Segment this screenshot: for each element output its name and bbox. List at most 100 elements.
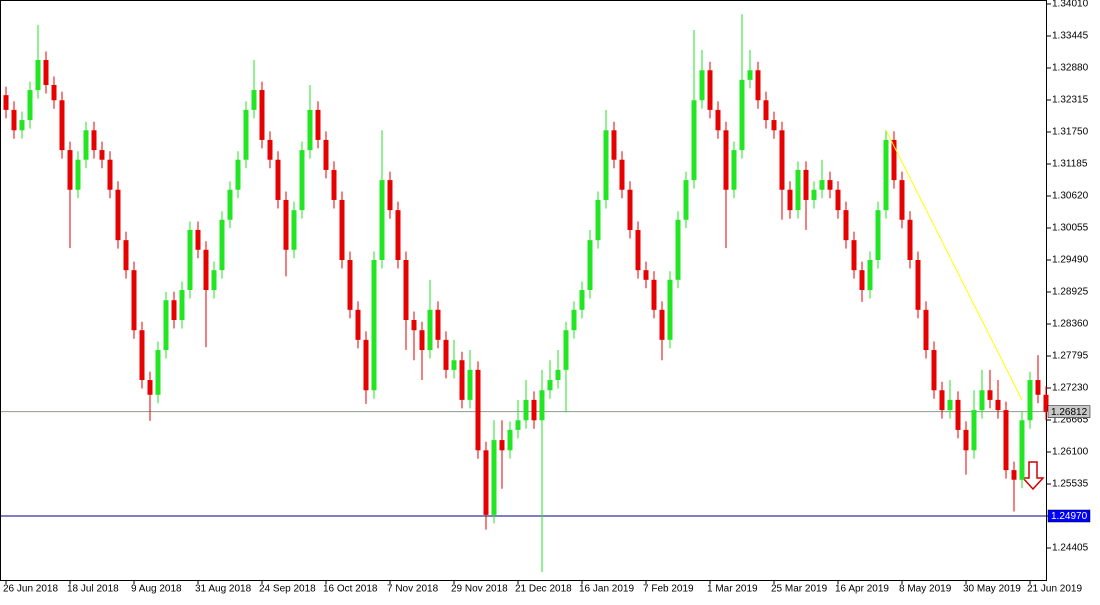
candle-body (251, 90, 257, 110)
candle-body (259, 90, 265, 140)
candle-body (875, 210, 881, 260)
x-tick-label: 16 Jan 2019 (579, 584, 634, 595)
candle-body (275, 159, 281, 200)
candle-body (755, 70, 761, 101)
y-tick-label: 1.34010 (1052, 0, 1089, 10)
candle-body (131, 270, 137, 331)
candle-body (3, 95, 9, 110)
candle-body (771, 120, 777, 131)
y-tick-label: 1.31185 (1052, 159, 1088, 170)
candle-body (299, 150, 305, 211)
y-tick-label: 1.32880 (1052, 63, 1089, 74)
candle-body (75, 159, 81, 190)
candle-body (571, 309, 577, 331)
candle-body (419, 330, 425, 351)
candle-body (483, 450, 489, 515)
candle-body (915, 259, 921, 310)
candle-body (667, 279, 673, 340)
candle-body (651, 279, 657, 310)
candle-body (435, 309, 441, 340)
y-tick-label: 1.26100 (1052, 447, 1089, 458)
candle-body (547, 380, 553, 391)
candle-body (171, 300, 177, 321)
candle-body (779, 130, 785, 190)
x-tick-label: 21 Dec 2018 (515, 584, 572, 595)
candle-body (307, 109, 313, 151)
candle-body (115, 189, 121, 241)
candle-body (467, 369, 473, 400)
candle-body (123, 240, 129, 271)
candle-body (843, 210, 849, 241)
candle-body (491, 440, 497, 515)
y-tick-label: 1.30055 (1052, 223, 1089, 234)
candle-body (811, 189, 817, 200)
candle-body (947, 399, 953, 411)
x-tick-label: 25 Mar 2019 (771, 584, 828, 595)
candle-body (147, 380, 153, 395)
candle-body (1027, 380, 1033, 421)
candle-body (963, 429, 969, 451)
candle-body (619, 159, 625, 190)
candle-body (355, 309, 361, 340)
plot-area (0, 0, 1047, 581)
candle-body (11, 109, 17, 131)
candle-body (139, 330, 145, 381)
candle-body (635, 229, 641, 271)
sell-arrow (1021, 461, 1045, 491)
candle-body (243, 109, 249, 160)
candle-body (819, 180, 825, 190)
candle-body (331, 169, 337, 200)
candle-body (627, 189, 633, 230)
candle-body (43, 60, 49, 85)
y-tick-label: 1.26665 (1052, 415, 1089, 426)
x-tick-label: 9 Aug 2018 (131, 584, 182, 595)
candle-body (459, 360, 465, 400)
candle-body (643, 270, 649, 280)
candle-body (731, 150, 737, 190)
candle-body (227, 189, 233, 220)
candle-body (707, 70, 713, 110)
candle-body (507, 429, 513, 451)
candle-body (603, 130, 609, 200)
x-tick-label: 31 Aug 2018 (195, 584, 252, 595)
candle-body (835, 189, 841, 211)
candle-body (235, 159, 241, 190)
candle-body (27, 90, 33, 121)
candle-body (219, 219, 225, 271)
candle-body (827, 180, 833, 190)
candle-body (539, 390, 545, 421)
x-tick-label: 24 Sep 2018 (259, 584, 316, 595)
candle-body (387, 180, 393, 211)
candle-body (371, 259, 377, 391)
candle-body (587, 240, 593, 290)
candle-body (899, 180, 905, 220)
candle-body (99, 150, 105, 160)
candle-body (187, 229, 193, 290)
candle-body (787, 189, 793, 211)
candle-body (579, 290, 585, 310)
candle-body (987, 390, 993, 400)
candle-body (563, 330, 569, 370)
candle-body (1019, 420, 1025, 480)
candle-body (1035, 380, 1041, 395)
candle-body (803, 169, 809, 200)
candle-body (515, 420, 521, 430)
candle-body (859, 270, 865, 290)
candle-body (443, 339, 449, 370)
candle-body (715, 109, 721, 131)
candle-body (939, 390, 945, 411)
candle-body (891, 139, 897, 181)
candle-body (523, 399, 529, 421)
candle-body (315, 109, 321, 140)
candle-body (323, 139, 329, 170)
y-tick-label: 1.30620 (1052, 191, 1089, 202)
x-tick-label: 8 May 2019 (899, 584, 952, 595)
price-label-box (1047, 509, 1091, 523)
y-tick-label: 1.27795 (1052, 351, 1089, 362)
x-tick-label: 21 Jun 2019 (1027, 584, 1082, 595)
candle-body (1043, 394, 1049, 412)
y-tick-label: 1.24405 (1052, 543, 1089, 554)
candle-body (795, 169, 801, 211)
y-tick-label: 1.32315 (1052, 95, 1089, 106)
